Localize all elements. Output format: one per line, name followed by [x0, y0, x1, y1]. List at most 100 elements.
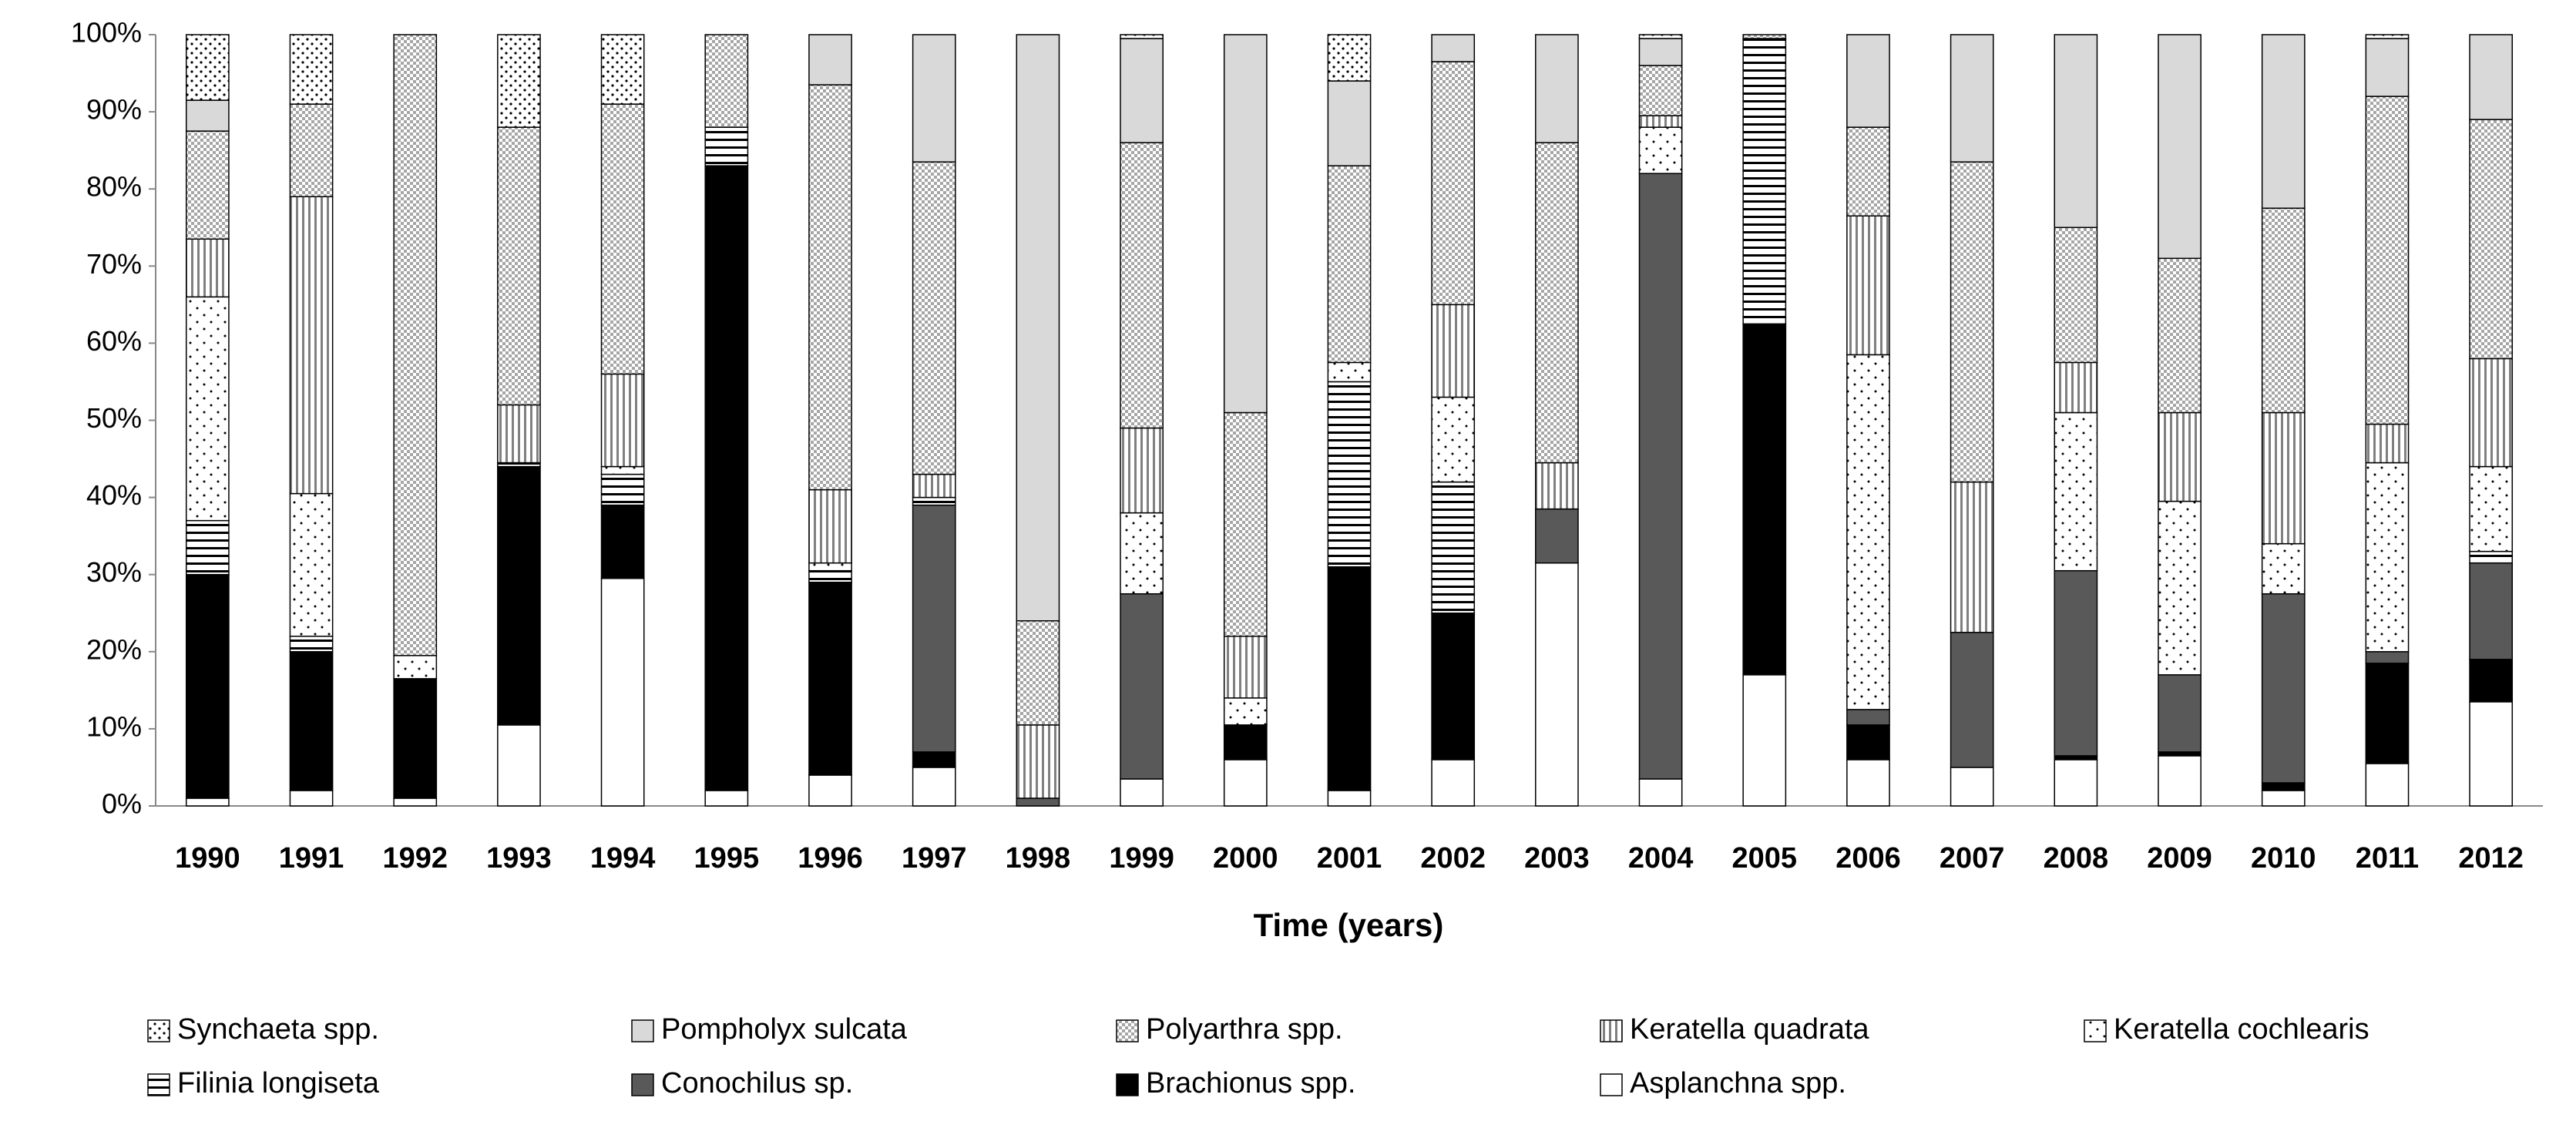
y-tick-label: 0%: [102, 788, 142, 820]
x-tick-label: 2012: [2458, 842, 2524, 875]
legend-swatch: [1116, 1019, 1139, 1042]
bar-segment: [1327, 80, 1372, 166]
bar-segment: [289, 492, 334, 637]
bar-segment: [185, 34, 230, 101]
y-tick-label: 70%: [86, 248, 142, 280]
x-tick-label: 2001: [1317, 842, 1382, 875]
bar-segment: [1431, 396, 1476, 483]
bar-segment: [1223, 34, 1268, 414]
bar-segment: [912, 751, 956, 768]
legend-label: Brachionus spp.: [1146, 1067, 1356, 1099]
bar-segment: [2469, 358, 2514, 468]
bar-segment: [185, 296, 230, 522]
bar-segment: [600, 103, 645, 375]
bar-segment: [600, 577, 645, 807]
x-tick-label: 2009: [2147, 842, 2212, 875]
y-tick-label: 100%: [71, 17, 142, 49]
bar-segment: [1120, 427, 1164, 514]
bar-segment: [1223, 411, 1268, 637]
x-tick-label: 1998: [1006, 842, 1071, 875]
legend-label: Asplanchna spp.: [1630, 1067, 1846, 1099]
x-tick-label: 2008: [2044, 842, 2109, 875]
bar-segment: [704, 165, 749, 791]
bar-segment: [808, 569, 852, 583]
bar-segment: [2054, 227, 2098, 364]
legend-swatch: [631, 1073, 654, 1096]
bar-segment: [1950, 767, 1994, 807]
bar-segment: [2261, 411, 2306, 545]
x-tick-label: 1999: [1109, 842, 1174, 875]
x-tick-label: 1996: [798, 842, 863, 875]
bar-segment: [289, 196, 334, 495]
bar-segment: [808, 84, 852, 491]
bar-segment: [600, 504, 645, 579]
bar-segment: [1431, 304, 1476, 398]
bar-segment: [1638, 115, 1683, 128]
bar-segment: [1016, 724, 1060, 799]
x-tick-label: 1991: [279, 842, 344, 875]
y-tick-label: 20%: [86, 633, 142, 665]
bar-segment: [1120, 593, 1164, 780]
bar-segment: [2469, 34, 2514, 120]
y-tick-label: 50%: [86, 402, 142, 434]
x-tick-label: 1995: [694, 842, 760, 875]
bar-segment: [1846, 215, 1890, 356]
x-tick-label: 1993: [486, 842, 552, 875]
legend-label: Synchaeta spp.: [177, 1013, 379, 1046]
bar-segment: [2054, 569, 2098, 757]
x-tick-label: 2002: [1420, 842, 1486, 875]
bar-segment: [600, 34, 645, 105]
bar-segment: [393, 34, 438, 656]
bar-segment: [2158, 411, 2202, 502]
bar-segment: [289, 790, 334, 807]
bar-segment: [1327, 165, 1372, 364]
bar-segment: [1120, 778, 1164, 807]
bar-segment: [289, 636, 334, 653]
bar-segment: [185, 238, 230, 298]
bar-segment: [1327, 34, 1372, 82]
legend-swatch: [1600, 1073, 1623, 1096]
bar-segment: [1120, 512, 1164, 595]
bar-segment: [289, 651, 334, 791]
legend-swatch: [147, 1019, 170, 1042]
bar-segment: [185, 130, 230, 240]
bar-segment: [497, 34, 541, 128]
bar-segment: [1223, 697, 1268, 726]
bar-segment: [2469, 119, 2514, 360]
x-tick-label: 1994: [590, 842, 656, 875]
x-tick-label: 2005: [1732, 842, 1798, 875]
bar-segment: [1638, 38, 1683, 66]
bar-segment: [1742, 38, 1787, 325]
legend-label: Pompholyx sulcata: [661, 1013, 908, 1046]
bar-segment: [600, 473, 645, 506]
bar-segment: [1846, 126, 1890, 217]
x-tick-label: 1997: [902, 842, 967, 875]
bar-segment: [2365, 663, 2410, 764]
bar-segment: [1846, 759, 1890, 807]
bar-segment: [808, 562, 852, 572]
bar-segment: [2054, 411, 2098, 572]
bar-segment: [912, 473, 956, 499]
bar-segment: [2365, 651, 2410, 664]
bar-segment: [704, 790, 749, 807]
bar-segment: [2469, 465, 2514, 552]
bar-segment: [808, 34, 852, 86]
bar-segment: [912, 496, 956, 506]
bar-segment: [2365, 34, 2410, 39]
legend-label: Filinia longiseta: [177, 1067, 380, 1099]
bar-segment: [2158, 674, 2202, 753]
legend-swatch: [1116, 1073, 1139, 1096]
bar-segment: [2261, 207, 2306, 414]
bar-segment: [2158, 34, 2202, 260]
legend-label: Keratella cochlearis: [2114, 1013, 2369, 1046]
bar-segment: [1846, 709, 1890, 726]
x-tick-label: 2006: [1835, 842, 1901, 875]
bar-segment: [1327, 790, 1372, 807]
bar-segment: [1742, 34, 1787, 39]
bar-segment: [1016, 797, 1060, 807]
bar-segment: [2261, 542, 2306, 595]
bar-segment: [1535, 508, 1579, 564]
x-tick-label: 2004: [1628, 842, 1694, 875]
bar-segment: [600, 373, 645, 468]
bar-segment: [1950, 481, 1994, 633]
